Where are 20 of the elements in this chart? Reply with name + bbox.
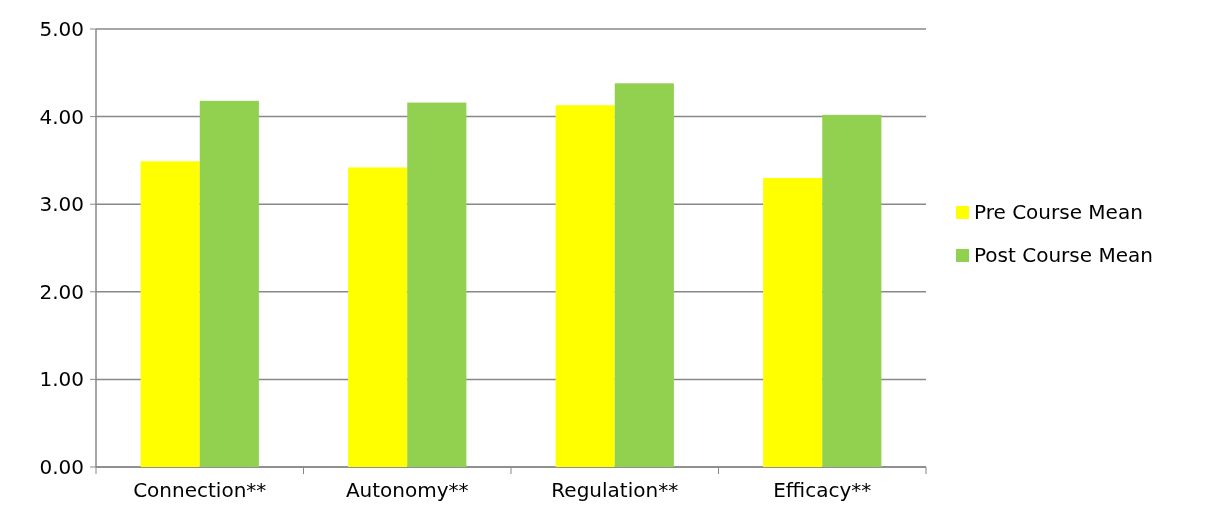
bar xyxy=(614,83,674,467)
bar xyxy=(822,114,882,467)
x-tick-label: Regulation** xyxy=(551,478,679,502)
y-tick-label: 4.00 xyxy=(39,104,84,129)
x-tick-label: Connection** xyxy=(133,478,267,502)
legend-label: Post Course Mean xyxy=(974,243,1153,267)
y-tick-label: 1.00 xyxy=(39,367,84,392)
x-tick-label: Efficacy** xyxy=(773,478,872,502)
y-tick-label: 3.00 xyxy=(39,192,84,217)
bar xyxy=(199,100,259,467)
bar xyxy=(763,177,823,467)
y-tick-label: 2.00 xyxy=(39,279,84,304)
bar xyxy=(348,167,408,467)
y-tick-label: 0.00 xyxy=(39,455,84,479)
legend-label: Pre Course Mean xyxy=(974,200,1143,224)
bar xyxy=(555,105,615,467)
y-tick-label: 5.00 xyxy=(39,17,84,41)
bar xyxy=(407,102,467,467)
bar xyxy=(140,161,200,467)
x-tick-label: Autonomy** xyxy=(345,478,469,502)
